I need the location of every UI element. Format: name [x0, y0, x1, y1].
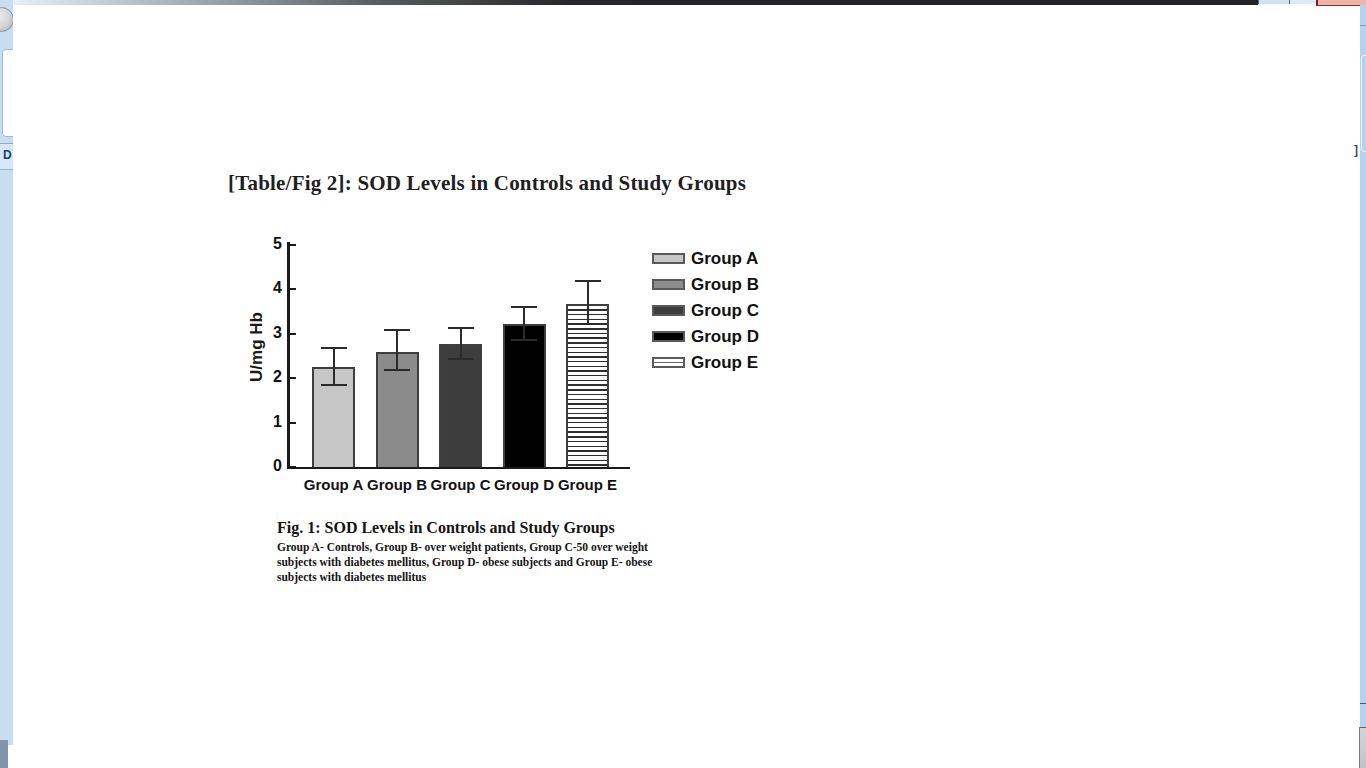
y-tick-mark — [290, 422, 296, 424]
legend-label: Group A — [691, 249, 758, 269]
legend-swatch — [652, 331, 685, 342]
error-bar-cap — [384, 369, 410, 371]
y-tick-label: 0 — [258, 457, 282, 475]
legend-row-group-b: Group B — [652, 277, 772, 297]
y-tick-label: 1 — [258, 413, 282, 431]
y-axis-line — [287, 242, 290, 469]
legend-row-group-d: Group D — [652, 329, 772, 349]
error-bar-line — [333, 348, 335, 384]
error-bar-line — [587, 281, 589, 324]
error-bar-cap — [321, 384, 347, 386]
legend-row-group-c: Group C — [652, 303, 772, 323]
error-bar-cap — [321, 347, 347, 349]
error-bar-cap — [384, 329, 410, 331]
x-tick-label: Group D — [489, 476, 559, 493]
error-bar-cap — [575, 280, 601, 282]
x-tick-label: Group C — [426, 476, 496, 493]
error-bar-cap — [575, 323, 601, 325]
error-bar-line — [460, 328, 462, 359]
bar-group-d — [503, 324, 546, 467]
bar-group-c — [439, 344, 482, 467]
screen: D ] [Table/Fig 2]: SOD Levels in Control… — [0, 0, 1366, 768]
x-axis-line — [287, 467, 630, 469]
figure-caption-title: Fig. 1: SOD Levels in Controls and Study… — [277, 519, 615, 537]
legend-swatch — [652, 357, 685, 368]
error-bar-cap — [448, 358, 474, 360]
caption-line-1: Group A- Controls, Group B- over weight … — [277, 540, 687, 555]
x-tick-label: Group A — [299, 476, 369, 493]
y-tick-mark — [290, 333, 296, 335]
legend-row-group-e: Group E — [652, 355, 772, 375]
error-bar-line — [523, 307, 525, 340]
x-tick-label: Group E — [553, 476, 623, 493]
error-bar-cap — [511, 306, 537, 308]
bar-group-e — [566, 304, 609, 467]
y-tick-mark — [290, 288, 296, 290]
caption-line-2: subjects with diabetes mellitus, Group D… — [277, 555, 687, 570]
legend-row-group-a: Group A — [652, 251, 772, 271]
y-tick-mark — [290, 244, 296, 246]
error-bar-cap — [448, 327, 474, 329]
legend-label: Group D — [691, 327, 759, 347]
y-tick-label: 2 — [258, 368, 282, 386]
error-bar-line — [396, 330, 398, 370]
y-tick-label: 3 — [258, 324, 282, 342]
legend-label: Group E — [691, 353, 758, 373]
legend-swatch — [652, 305, 685, 316]
figure-caption-description: Group A- Controls, Group B- over weight … — [277, 540, 687, 585]
legend-swatch — [652, 253, 685, 264]
y-tick-label: 5 — [258, 235, 282, 253]
y-tick-mark — [290, 466, 296, 468]
figure-bar-chart: U/mg Hb 012345Group AGroup BGroup CGroup… — [0, 0, 1366, 768]
y-tick-mark — [290, 377, 296, 379]
caption-line-3: subjects with diabetes mellitus — [277, 570, 687, 585]
y-tick-label: 4 — [258, 279, 282, 297]
legend-swatch — [652, 279, 685, 290]
legend-label: Group C — [691, 301, 759, 321]
x-tick-label: Group B — [362, 476, 432, 493]
error-bar-cap — [511, 339, 537, 341]
legend-label: Group B — [691, 275, 759, 295]
